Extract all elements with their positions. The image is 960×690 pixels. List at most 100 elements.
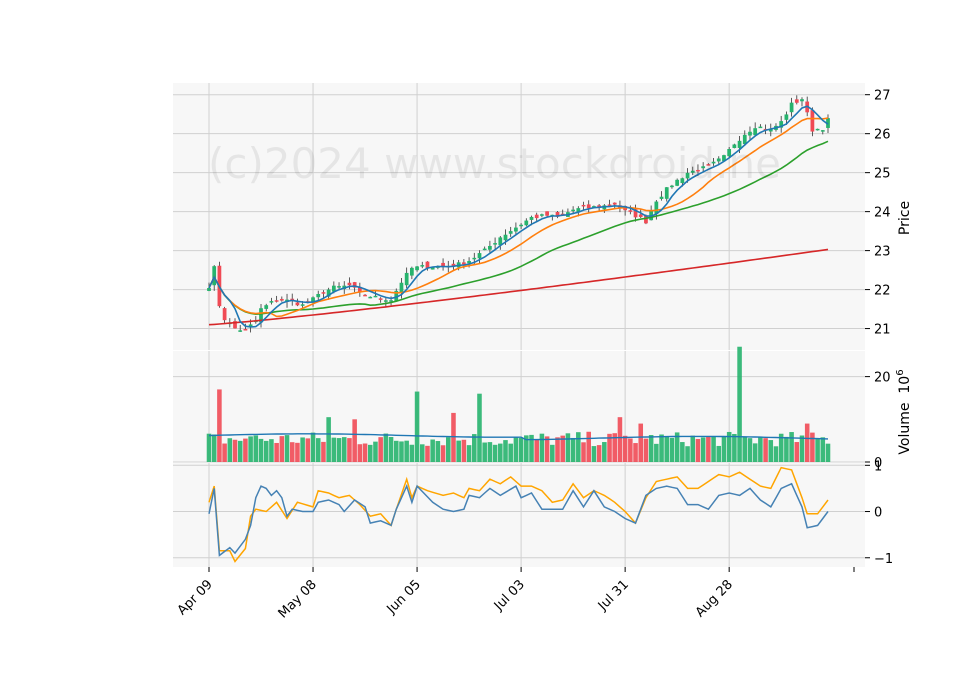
candle-body	[597, 205, 601, 208]
volume-bar	[768, 440, 774, 462]
candle-body	[352, 282, 357, 288]
volume-bar	[607, 433, 612, 462]
candle-body	[508, 231, 513, 234]
candle-body	[727, 149, 732, 157]
volume-bar	[716, 445, 722, 462]
volume-bar	[794, 442, 800, 462]
volume-bar	[664, 436, 670, 462]
candle-body	[347, 282, 352, 286]
volume-bar	[763, 438, 768, 462]
volume-bar	[680, 442, 685, 462]
candle-body	[534, 214, 539, 219]
volume-bar	[451, 412, 456, 462]
candle-body	[477, 253, 482, 259]
candle-body	[716, 158, 721, 162]
volume-bar	[732, 433, 737, 462]
volume-bar	[279, 436, 285, 462]
volume-bar	[700, 437, 706, 462]
volume-bar	[518, 437, 524, 462]
candle-body	[820, 130, 825, 132]
volume-bar	[669, 437, 675, 462]
candle-body	[488, 245, 492, 250]
candle-body	[529, 216, 534, 220]
volume-bar	[440, 445, 446, 462]
candle-body	[581, 204, 586, 207]
volume-bar	[591, 446, 597, 462]
volume-bar	[300, 437, 305, 462]
y-tick-label: 23	[874, 245, 891, 260]
candle-body	[794, 99, 799, 103]
candle-body	[690, 170, 695, 173]
candle-body	[800, 99, 804, 102]
candle-body	[768, 128, 773, 132]
candle-body	[696, 169, 700, 172]
candle-body	[789, 102, 794, 113]
volume-bar	[206, 433, 212, 462]
candle-body	[389, 300, 393, 302]
y-tick-label: 25	[874, 167, 891, 182]
volume-bar	[211, 434, 217, 462]
volume-ma-line	[208, 433, 829, 441]
volume-bar	[565, 433, 571, 462]
volume-bar	[331, 437, 337, 462]
volume-bar	[706, 436, 711, 462]
volume-bar	[654, 443, 659, 462]
volume-bar	[399, 441, 404, 462]
volume-bar	[737, 346, 742, 462]
volume-bar	[820, 437, 826, 462]
volume-bar	[752, 443, 758, 462]
volume-bar	[388, 437, 394, 462]
candle-body	[706, 164, 711, 166]
volume-bar	[232, 439, 238, 462]
y-tick-label: 20	[874, 371, 891, 386]
candle-body	[363, 294, 367, 297]
candle-body	[300, 304, 305, 306]
volume-bar	[498, 443, 503, 462]
ma2-line	[208, 117, 829, 318]
volume-bar	[367, 444, 373, 462]
candle-body	[331, 285, 336, 292]
candle-body	[638, 214, 643, 217]
volume-bar	[477, 393, 482, 462]
volume-bar	[487, 442, 493, 462]
volume-bar	[711, 436, 716, 462]
volume-bar	[721, 436, 727, 462]
candle-body	[685, 172, 690, 179]
volume-bar	[726, 431, 732, 462]
volume-bar	[326, 417, 331, 462]
y-tick-label: 24	[874, 206, 891, 221]
candle-body	[290, 298, 295, 301]
volume-bar	[586, 431, 591, 462]
volume-bar	[747, 438, 753, 462]
volume-bar	[695, 438, 701, 462]
volume-bar	[596, 445, 602, 462]
candle-body	[409, 267, 414, 276]
candle-body	[815, 128, 820, 131]
candle-body	[701, 166, 706, 169]
oscillator-line-1	[208, 482, 829, 557]
watermark: (c)2024 www.stockdroid.ne	[208, 139, 781, 188]
candle-body	[612, 202, 617, 205]
candle-body	[420, 265, 425, 267]
oscillator-line-2	[208, 466, 829, 563]
volume-bar	[352, 419, 357, 462]
volume-bar	[602, 442, 607, 462]
volume-bar	[784, 436, 789, 462]
candle-body	[467, 260, 471, 264]
volume-bar	[393, 440, 399, 462]
volume-bar	[373, 441, 378, 462]
x-tick-label: Apr 09	[175, 577, 216, 618]
volume-bar	[357, 444, 363, 462]
candle-body	[430, 267, 435, 270]
candle-body	[675, 179, 680, 186]
volume-bar	[347, 438, 352, 462]
volume-bar	[685, 446, 690, 462]
volume-bar	[258, 438, 264, 462]
volume-bar	[570, 437, 576, 462]
candle-body	[545, 211, 549, 216]
volume-bar	[789, 432, 794, 462]
candle-body	[269, 301, 274, 303]
volume-bar	[383, 433, 389, 462]
candle-body	[207, 288, 211, 291]
volume-bar	[482, 442, 487, 462]
